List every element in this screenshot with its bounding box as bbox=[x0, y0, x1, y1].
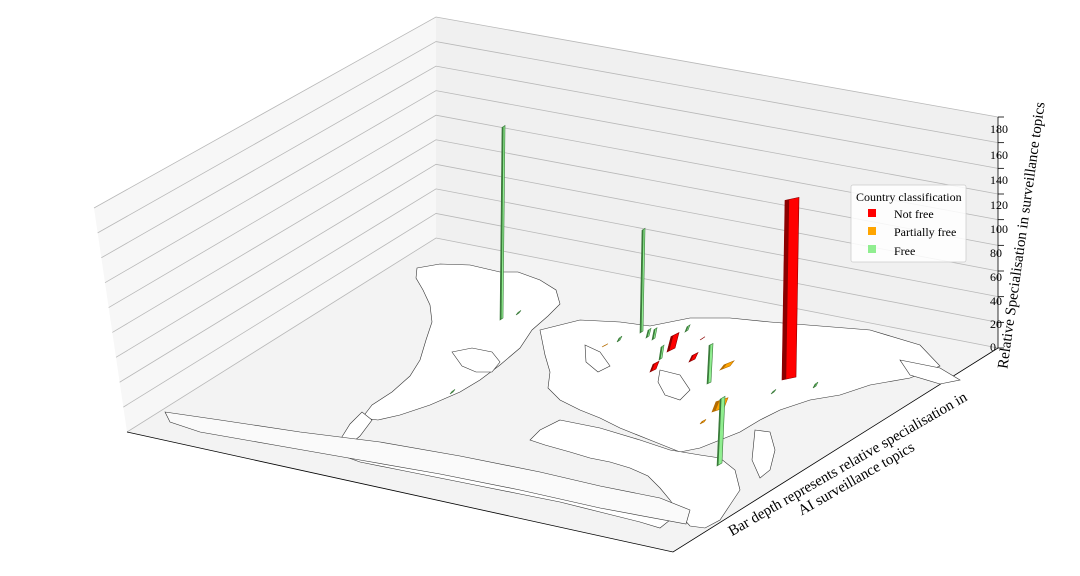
bar-side bbox=[667, 335, 674, 352]
bar-side bbox=[650, 363, 655, 372]
z-tick-label: 140 bbox=[990, 173, 1008, 187]
bar-side bbox=[813, 383, 817, 388]
gridline bbox=[115, 163, 999, 358]
bar bbox=[649, 360, 660, 373]
legend-label-free: Free bbox=[894, 244, 915, 258]
bar-side bbox=[640, 229, 644, 333]
bar-side bbox=[689, 354, 694, 362]
bar bbox=[770, 389, 777, 395]
bar-side bbox=[720, 363, 727, 370]
bar-face bbox=[699, 336, 706, 341]
floor-edge bbox=[126, 347, 999, 553]
legend-title: Country classification bbox=[856, 190, 962, 204]
legend-swatch-free bbox=[868, 245, 876, 253]
z-tick-label: 80 bbox=[990, 246, 1002, 260]
world-map bbox=[164, 263, 961, 529]
legend-swatch-not-free bbox=[868, 209, 876, 217]
bar bbox=[499, 124, 506, 321]
bar bbox=[688, 351, 699, 363]
bar bbox=[651, 327, 658, 341]
bar-side bbox=[646, 329, 650, 338]
legend: Country classification Not free Partiall… bbox=[850, 184, 967, 263]
bar-side bbox=[700, 420, 704, 424]
z-tick-label: 60 bbox=[990, 270, 1002, 284]
bar bbox=[515, 310, 522, 316]
bar bbox=[699, 419, 707, 425]
gridline bbox=[119, 188, 999, 383]
z-tick-label: 40 bbox=[990, 294, 1002, 308]
gridline bbox=[101, 65, 999, 259]
bar bbox=[645, 327, 652, 339]
legend-label-partially-free: Partially free bbox=[894, 225, 956, 239]
z-tick-label: 180 bbox=[990, 122, 1008, 136]
bar-side bbox=[652, 329, 656, 340]
gridline bbox=[104, 90, 999, 284]
bar bbox=[699, 336, 706, 341]
bar bbox=[639, 227, 646, 334]
bar-side bbox=[617, 337, 621, 342]
z-tick-label: 0 bbox=[990, 340, 996, 354]
z-ticks: 0 20 40 60 80 100 120 140 160 180 bbox=[990, 122, 1008, 354]
bar bbox=[719, 360, 735, 371]
bar-side bbox=[450, 390, 454, 394]
bar-side bbox=[782, 199, 790, 380]
gridline bbox=[97, 41, 999, 234]
bar-side bbox=[700, 338, 704, 340]
gridline bbox=[112, 139, 999, 333]
z-tick-label: 120 bbox=[990, 198, 1008, 212]
bar-side bbox=[771, 390, 775, 394]
z-tick-label: 160 bbox=[990, 148, 1008, 162]
bar bbox=[716, 395, 726, 467]
bar bbox=[706, 343, 714, 385]
bars bbox=[449, 124, 819, 467]
bar-side bbox=[707, 344, 711, 384]
legend-swatch-partially-free bbox=[868, 227, 876, 235]
bar-side bbox=[602, 345, 606, 347]
gridline bbox=[123, 213, 999, 408]
bar-side bbox=[712, 400, 720, 412]
z-tick-label: 100 bbox=[990, 222, 1008, 236]
left-wall bbox=[94, 17, 436, 432]
bar bbox=[658, 344, 665, 361]
legend-box bbox=[850, 184, 967, 263]
bar-side bbox=[717, 398, 722, 466]
gridlines bbox=[93, 16, 1004, 433]
bar-side bbox=[659, 346, 663, 360]
gridline bbox=[126, 237, 999, 433]
bar-side bbox=[685, 326, 689, 332]
bar bbox=[781, 196, 800, 381]
bar bbox=[812, 381, 819, 389]
bar-side bbox=[500, 126, 504, 321]
gridline bbox=[93, 16, 999, 209]
bar bbox=[616, 335, 623, 343]
bar bbox=[601, 343, 609, 348]
bar bbox=[666, 332, 680, 353]
bar-side bbox=[516, 311, 520, 315]
z-tick-label: 20 bbox=[990, 317, 1002, 331]
bar bbox=[449, 389, 456, 395]
bar bbox=[684, 324, 691, 333]
legend-label-not-free: Not free bbox=[894, 207, 934, 221]
gridline bbox=[108, 114, 999, 308]
